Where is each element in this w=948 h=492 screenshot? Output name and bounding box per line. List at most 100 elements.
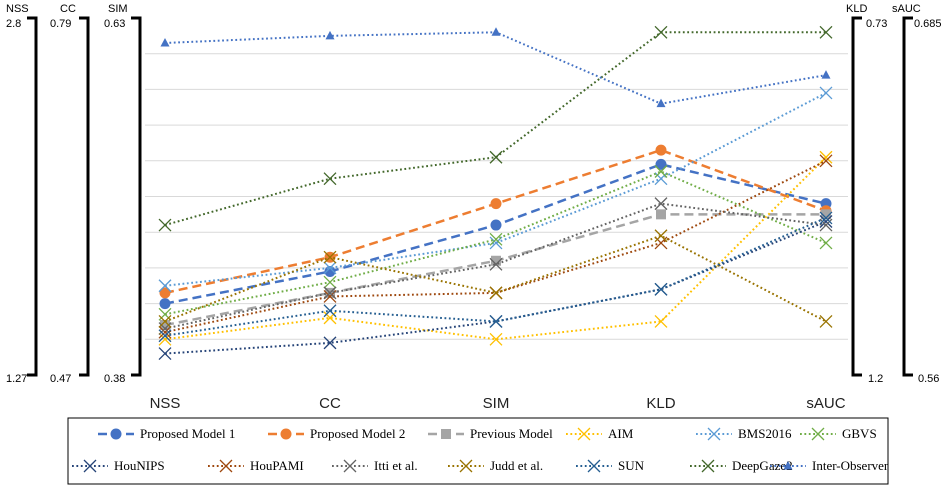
point-sun-kld: [654, 282, 668, 296]
nss-axis: NSS 2.8 1.27: [6, 3, 38, 385]
legend-item-proposed-model-2: Proposed Model 2: [268, 426, 405, 441]
legend-item-itti-et-al: Itti et al.: [332, 458, 418, 473]
legend-label-proposed-model-2: Proposed Model 2: [310, 426, 405, 441]
category-label-nss: NSS: [150, 395, 181, 412]
series-lines: [158, 25, 833, 361]
legend-marker-deepgaze2: [701, 459, 715, 473]
legend-label-aim: AIM: [608, 426, 634, 441]
sauc-axis: sAUC 0.685 0.56: [892, 3, 942, 385]
legend-item-previous-model: Previous Model: [428, 426, 553, 441]
legend-item-bms2016: BMS2016: [696, 426, 792, 441]
series-line-bms2016: [164, 92, 827, 287]
series-bms2016: [158, 86, 833, 293]
legend-label-houpami: HouPAMI: [250, 458, 304, 473]
point-judd-et-al-nss: [158, 314, 172, 328]
point-gbvs-kld: [654, 165, 668, 178]
point-gbvs-sauc: [819, 236, 833, 250]
legend-label-previous-model: Previous Model: [470, 426, 553, 441]
series-line-itti-et-al: [164, 202, 827, 330]
series-line-judd-et-al: [164, 234, 827, 323]
kld-axis-line: [851, 16, 862, 377]
legend-label-inter-observer: Inter-Observer: [812, 458, 889, 473]
point-deepgaze2-cc: [323, 172, 337, 186]
legend-marker-proposed-model-2: [280, 428, 292, 440]
series-sun: [158, 211, 833, 343]
legend-label-itti-et-al: Itti et al.: [374, 458, 418, 473]
legend-marker-aim: [577, 427, 591, 441]
legend-marker-gbvs: [811, 427, 825, 441]
point-previous-model-nss: [160, 320, 170, 331]
point-bms2016-sim: [489, 236, 503, 250]
point-sun-nss: [158, 329, 172, 343]
nss-axis-line: [27, 16, 38, 377]
sim-axis-name: SIM: [108, 3, 128, 15]
kld-axis: KLD 0.73 1.2: [846, 3, 887, 385]
category-labels: NSS CC SIM KLD sAUC: [150, 395, 846, 412]
kld-axis-top-tick: 0.73: [866, 18, 887, 30]
legend-item-judd-et-al: Judd et al.: [448, 458, 543, 473]
legend-item-hounips: HouNIPS: [72, 458, 165, 473]
point-proposed-model-2-nss: [159, 287, 171, 299]
point-inter-observer-sauc: [821, 70, 831, 79]
point-previous-model-kld: [656, 209, 666, 220]
legend-label-judd-et-al: Judd et al.: [490, 458, 543, 473]
legend-marker-proposed-model-1: [110, 428, 122, 440]
point-previous-model-sim: [491, 255, 501, 266]
point-houpami-sauc: [819, 154, 833, 168]
category-label-sim: SIM: [483, 395, 510, 412]
point-proposed-model-2-kld: [655, 144, 667, 156]
kld-axis-bottom-tick: 1.2: [868, 373, 883, 385]
sim-axis: SIM 0.63 0.38: [104, 3, 142, 385]
category-label-cc: CC: [319, 395, 341, 412]
point-houpami-kld: [654, 236, 668, 250]
point-gbvs-cc: [323, 275, 337, 289]
nss-axis-bottom-tick: 1.27: [6, 373, 27, 385]
legend-marker-itti-et-al: [343, 459, 357, 473]
sauc-axis-name: sAUC: [892, 3, 921, 15]
series-proposed-model-1: [159, 158, 832, 310]
point-inter-observer-nss: [160, 37, 170, 47]
legend: Proposed Model 1 Proposed Model 2 Previous…: [72, 426, 889, 473]
point-gbvs-nss: [158, 307, 172, 321]
legend-label-bms2016: BMS2016: [738, 426, 792, 441]
point-deepgaze2-sim: [489, 150, 503, 164]
sim-axis-line: [131, 16, 142, 377]
legend-item-deepgaze2: DeepGaze2: [690, 458, 793, 473]
point-inter-observer-kld: [656, 98, 666, 108]
point-hounips-cc: [323, 336, 337, 350]
point-itti-et-al-sim: [489, 257, 503, 271]
legend-marker-bms2016: [707, 427, 721, 441]
point-deepgaze2-kld: [654, 25, 668, 39]
series-judd-et-al: [158, 229, 833, 328]
series-line-hounips: [164, 220, 827, 355]
legend-item-houpami: HouPAMI: [208, 458, 304, 473]
legend-item-inter-observer: Inter-Observer: [770, 458, 889, 473]
legend-label-sun: SUN: [618, 458, 645, 473]
nss-axis-top-tick: 2.8: [6, 18, 21, 30]
point-deepgaze2-nss: [158, 218, 172, 232]
point-bms2016-sauc: [819, 86, 833, 100]
point-bms2016-kld: [654, 172, 668, 186]
point-aim-cc: [323, 311, 337, 325]
point-gbvs-sim: [489, 232, 503, 246]
point-hounips-nss: [158, 347, 172, 361]
legend-box: [67, 417, 889, 485]
cc-axis: CC 0.79 0.47: [50, 3, 90, 385]
sim-axis-top-tick: 0.63: [104, 18, 125, 30]
point-aim-sauc: [819, 150, 833, 164]
point-bms2016-nss: [158, 279, 172, 293]
cc-axis-name: CC: [60, 3, 76, 15]
grid-lines: [145, 53, 848, 340]
point-inter-observer-cc: [325, 30, 335, 40]
legend-marker-judd-et-al: [459, 459, 473, 473]
legend-item-sun: SUN: [576, 458, 645, 473]
series-line-aim: [164, 156, 827, 341]
point-proposed-model-1-sim: [490, 219, 502, 231]
point-inter-observer-sim: [491, 27, 501, 36]
series-line-sun: [164, 217, 827, 337]
category-label-kld: KLD: [646, 395, 675, 412]
legend-label-deepgaze2: DeepGaze2: [732, 458, 793, 473]
category-label-sauc: sAUC: [806, 395, 845, 412]
legend-marker-inter-observer: [783, 461, 793, 470]
